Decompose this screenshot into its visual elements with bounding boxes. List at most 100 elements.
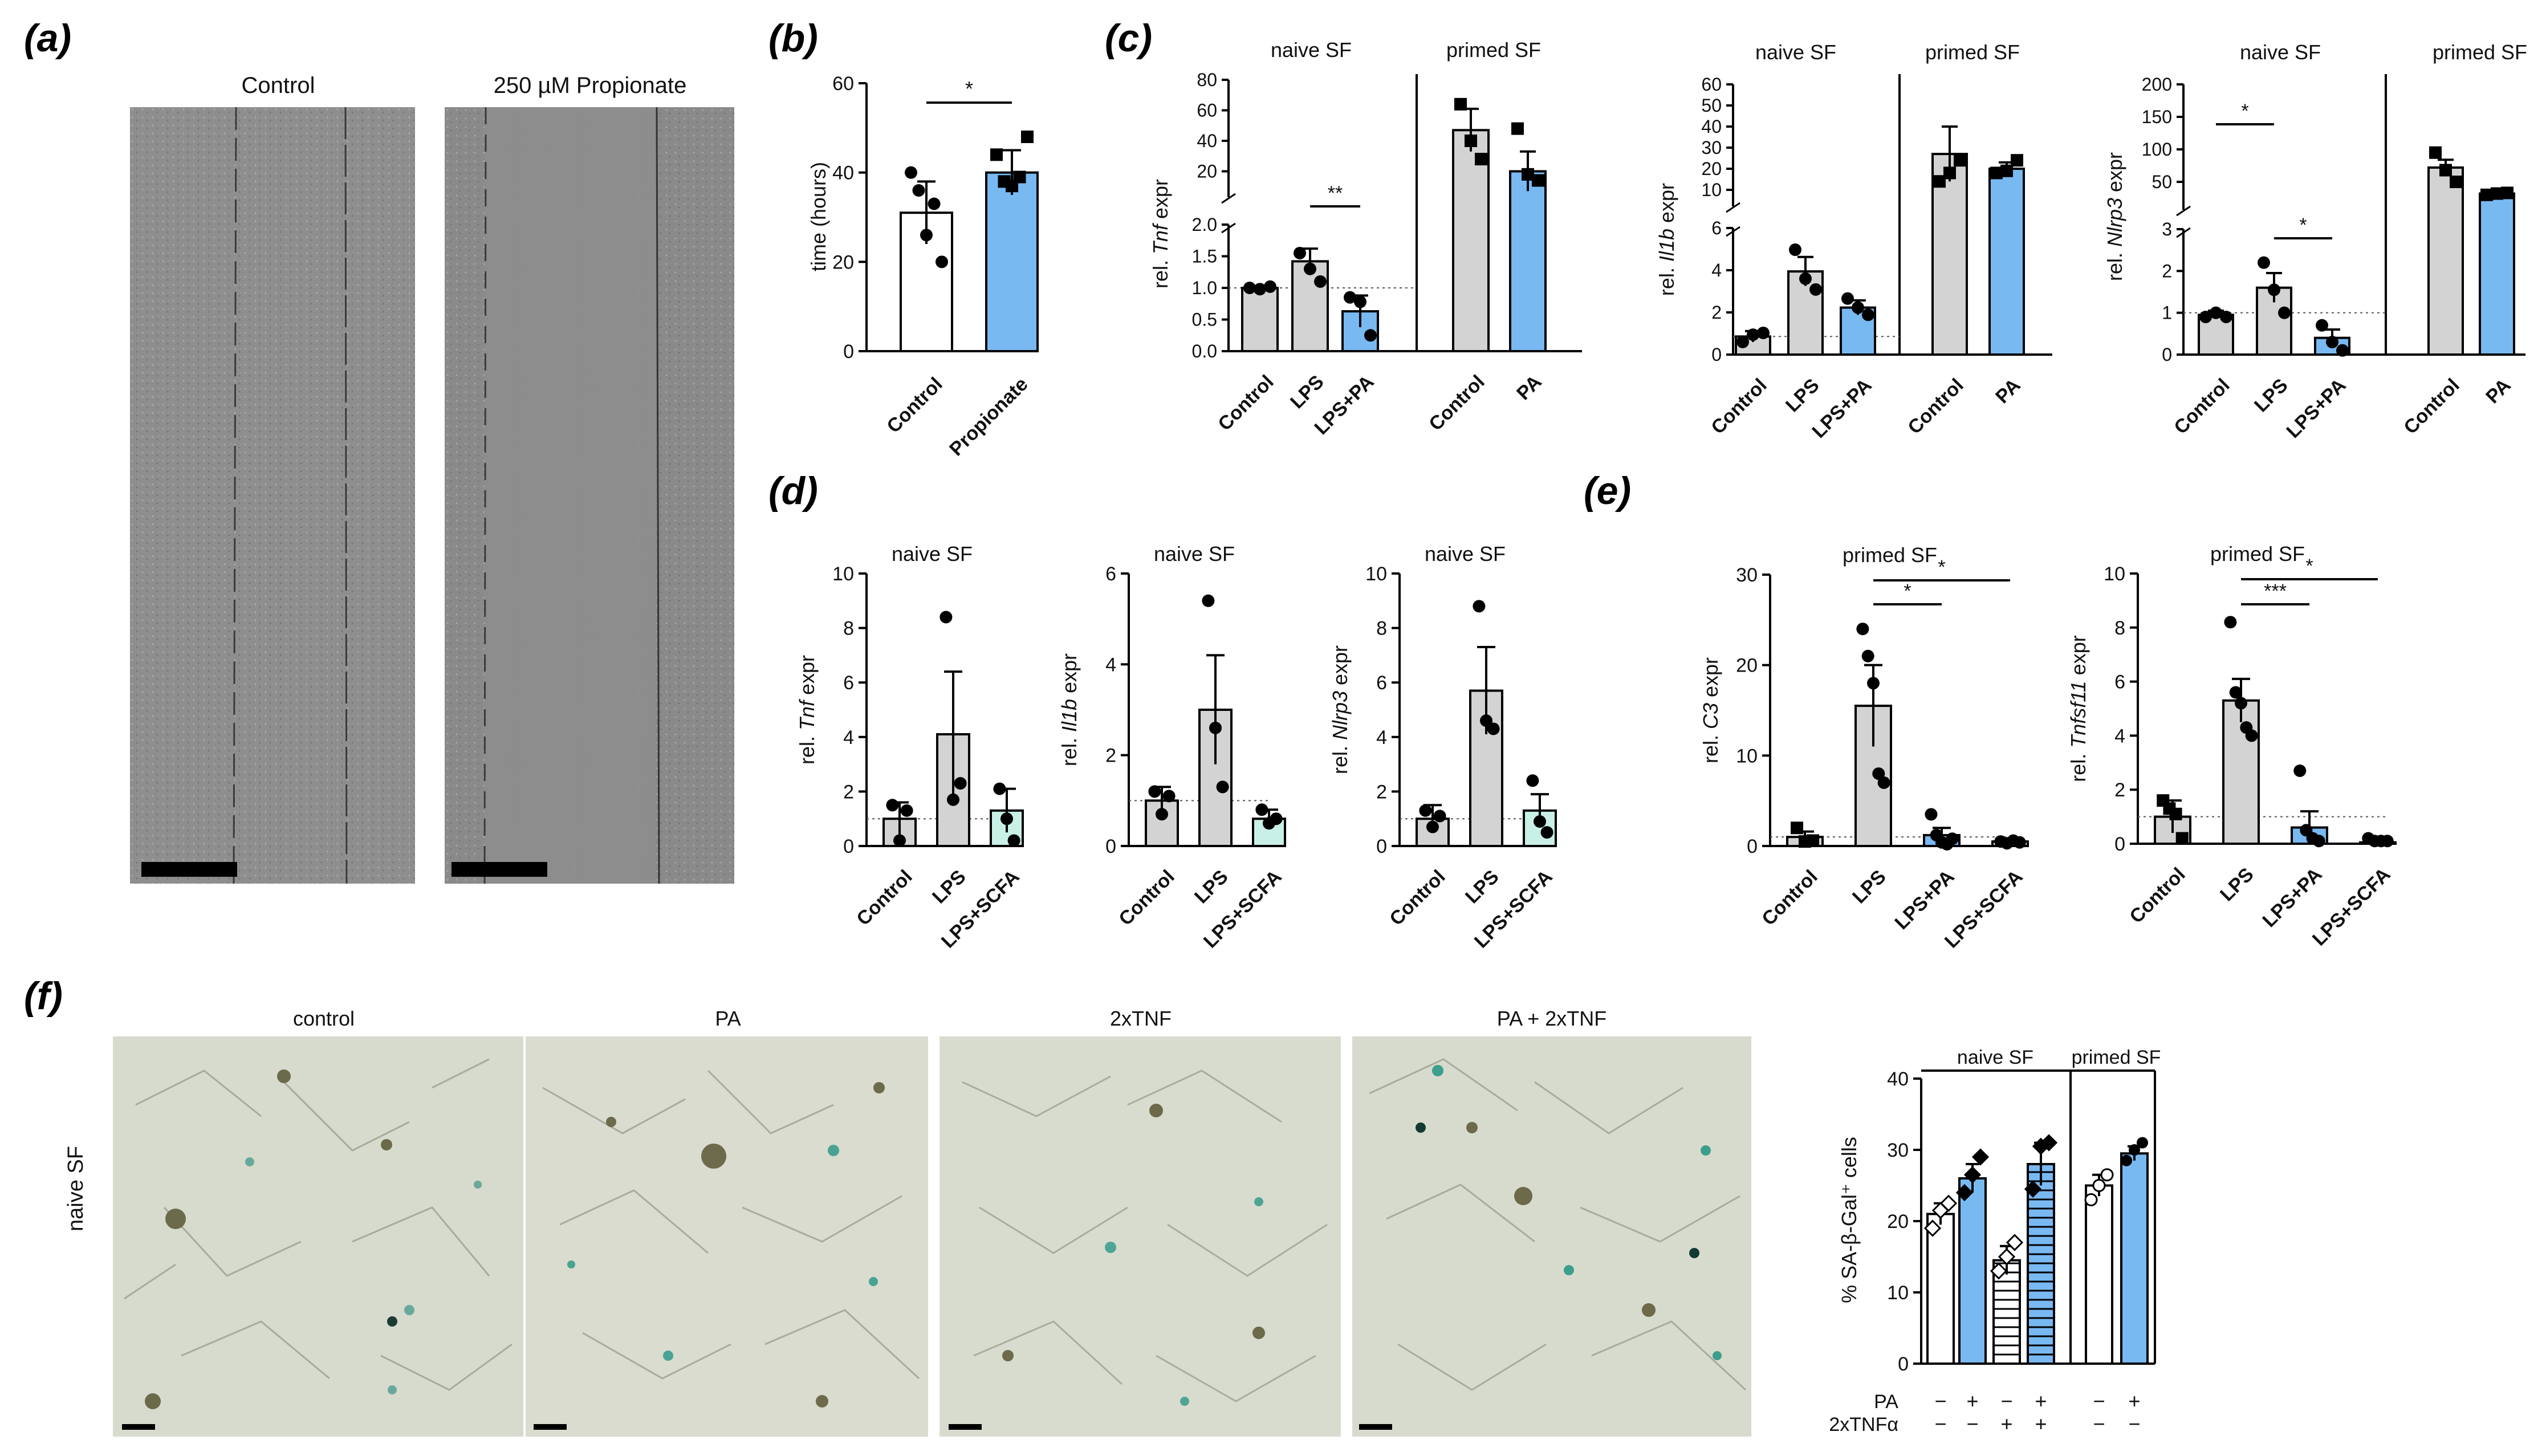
ytick-label-d2-3: 6 [1105,563,1116,585]
point-d2-2-2 [1270,812,1283,825]
xlabel-c1-0-1: LPS [1286,371,1328,413]
ylabel-c1: rel. Tnf expr [1149,179,1172,288]
point-c3-1-1-1 [2491,187,2503,200]
point-c1-0-1-1 [1304,262,1316,275]
panel-label-d: (d) [768,469,818,513]
group-title-c1-0: naive SF [1271,38,1352,62]
bar-b-1 [985,171,1039,352]
xlabel-d3-0: Control [1385,866,1449,930]
ytick-label-d3-0: 0 [1376,836,1387,857]
point-d2-1-2 [1216,780,1229,794]
point-f-5-0 [2121,1154,2132,1166]
point-d2-0-0 [1148,785,1161,798]
ytick-label-upper-c2-5: 60 [1701,74,1722,95]
point-c2-1-1-0 [1990,166,2003,180]
ylabel-c2: rel. Il1b expr [1655,183,1678,296]
point-c1-0-2-1 [1354,295,1366,308]
point-c1-0-1-0 [1294,246,1306,259]
point-d2-2-0 [1255,803,1268,816]
ytick-label-upper-c2-2: 30 [1701,137,1722,158]
title-e1: primed SF [1843,543,1937,567]
point-d3-1-1 [1480,714,1492,727]
point-d3-0-2 [1433,810,1446,823]
point-f-1-2 [1971,1148,1990,1166]
ytick-label-f-2: 20 [1887,1211,1909,1233]
bar-c1-0-0 [1241,287,1279,352]
xlabel-c2-0-1: LPS [1782,375,1824,417]
scale-bar-control [141,862,237,877]
ytick-label-b-1: 20 [832,251,854,273]
point-e2-2-0 [2293,764,2307,778]
point-b-0-3 [928,197,941,210]
sig-label-c3-0: * [2241,100,2248,122]
ytick-label-lower-c2-2: 4 [1711,260,1722,280]
ytick-label-lower-c3-0: 0 [2162,344,2172,365]
factor-sign-f-1-1: − [1966,1412,1978,1435]
point-d1-1-0 [940,611,953,624]
xlabel-d2-1: LPS [1190,866,1233,908]
panel-label-f: (f) [24,974,63,1018]
point-c1-1-0-0 [1454,97,1467,111]
ytick-label-d2-1: 2 [1105,745,1116,767]
xlabel-c2-0-0: Control [1707,375,1771,438]
point-c3-0-1-2 [2278,306,2291,319]
point-d1-2-2 [1007,834,1020,847]
group-title-c2-1: primed SF [1925,40,2020,64]
ytick-label-d3-5: 10 [1365,563,1387,585]
point-b-0-4 [936,255,948,269]
ytick-label-f-0: 0 [1898,1353,1909,1375]
stain-title-control: control [292,1007,355,1030]
point-c1-0-0-2 [1264,280,1276,293]
bar-c2-1-1 [1988,168,2025,356]
point-d1-0-0 [886,799,899,812]
ytick-label-lower-c1-4: 2.0 [1192,214,1217,235]
point-e1-1-3 [1872,767,1885,780]
factor-sign-f-0-4: − [2093,1389,2105,1413]
micrograph-propionate [445,107,734,884]
point-c3-0-0-0 [2199,311,2212,323]
factor-sign-f-0-5: + [2128,1389,2140,1413]
point-c2-1-0-1 [1943,166,1956,180]
sig-label-c1-0: ** [1328,182,1343,204]
xlabel-e2-0: Control [2125,864,2189,928]
ytick-label-b-2: 40 [832,162,854,184]
point-c3-1-0-2 [2450,176,2462,188]
ytick-label-e1-3: 30 [1736,564,1758,586]
ytick-label-lower-c2-0: 0 [1711,344,1722,365]
ylabel-d2: rel. Il1b expr [1058,653,1081,766]
ytick-label-b-0: 0 [843,341,854,363]
factor-label-f-0: PA [1874,1391,1898,1413]
title-e2: primed SF [2210,542,2305,566]
micrograph-control [130,107,415,884]
xlabel-e2-1: LPS [2216,864,2258,906]
ytick-label-d1-0: 0 [843,836,854,857]
point-d3-2-0 [1526,774,1539,787]
xlabel-c1-0-0: Control [1214,371,1278,435]
stain-title-2xtnf: 2xTNF [1110,1007,1172,1030]
ytick-label-b-3: 60 [832,73,854,95]
ytick-label-lower-c1-1: 0.5 [1192,310,1217,330]
point-d3-0-1 [1426,820,1439,833]
stain-title-pa: PA [715,1007,741,1030]
ytick-label-d1-3: 6 [843,672,854,694]
bar-f-5 [2120,1152,2149,1365]
point-e1-0-0 [1791,821,1804,835]
sig-label-e1-1: * [1938,556,1945,578]
ytick-label-d3-2: 4 [1376,727,1387,749]
point-b-0-0 [905,166,917,179]
bar-c3-1-0 [2427,166,2464,356]
ytick-label-lower-c3-1: 1 [2162,303,2172,323]
point-d1-0-1 [893,834,906,847]
ytick-label-d2-0: 0 [1105,836,1116,857]
ylabel-b: time (hours) [807,162,830,271]
point-d1-1-2 [954,777,967,790]
point-e2-0-3 [2175,832,2189,845]
point-c1-1-1-2 [1532,174,1544,187]
sig-label-b-0: * [965,77,973,100]
point-d1-2-0 [993,782,1006,795]
ytick-label-d1-1: 2 [843,781,854,803]
point-d2-0-1 [1156,808,1168,821]
stain-image-control [113,1036,523,1437]
point-d2-1-1 [1209,721,1222,734]
